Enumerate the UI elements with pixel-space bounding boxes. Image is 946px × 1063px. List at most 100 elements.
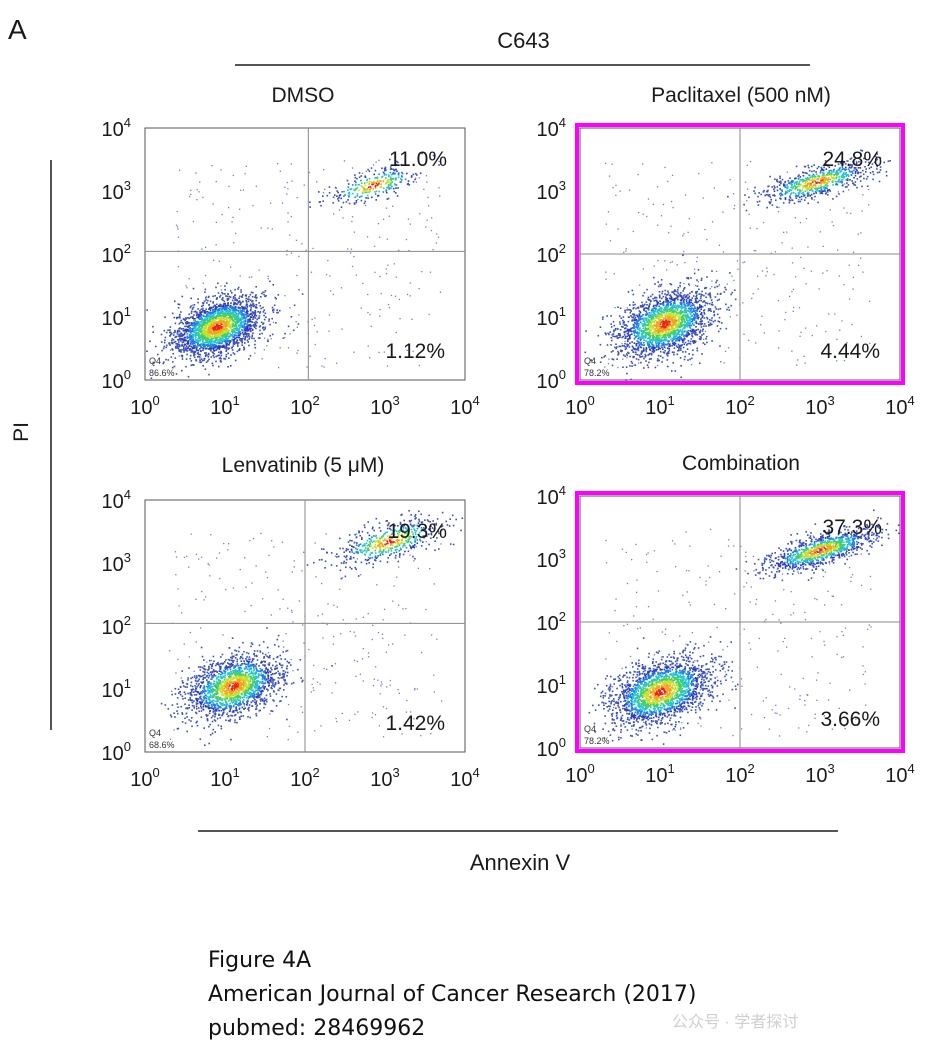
event-dot	[242, 300, 244, 303]
event-dot	[184, 319, 186, 322]
event-dot	[683, 287, 686, 289]
event-dot	[214, 346, 216, 349]
event-dot	[649, 330, 652, 333]
event-dot	[238, 316, 240, 319]
event-dot	[382, 191, 385, 193]
event-dot	[409, 295, 411, 297]
event-dot	[644, 334, 647, 337]
event-dot	[390, 179, 393, 182]
event-dot	[618, 315, 621, 317]
event-dot	[660, 321, 663, 324]
event-dot	[695, 320, 698, 323]
event-dot	[320, 204, 322, 207]
event-dot	[679, 302, 682, 304]
event-dot	[667, 290, 669, 293]
event-dot	[212, 364, 214, 367]
event-dot	[648, 333, 650, 336]
event-dot	[208, 319, 211, 322]
event-dot	[619, 321, 621, 323]
event-dot	[641, 304, 644, 306]
event-dot	[163, 329, 166, 332]
event-dot	[366, 236, 369, 238]
event-dot	[318, 191, 320, 193]
event-dot	[208, 325, 210, 327]
event-dot	[237, 306, 240, 309]
event-dot	[235, 341, 237, 344]
event-dot	[631, 333, 633, 335]
event-dot	[261, 292, 263, 295]
event-dot	[388, 188, 391, 190]
event-dot	[635, 343, 638, 345]
event-dot	[236, 321, 238, 324]
event-dot	[171, 366, 174, 369]
event-dot	[224, 308, 226, 310]
event-dot	[687, 313, 689, 315]
event-dot	[716, 299, 719, 302]
event-dot	[213, 340, 215, 343]
event-dot	[185, 358, 188, 360]
event-dot	[235, 306, 237, 308]
event-dot	[240, 311, 243, 314]
event-dot	[673, 341, 676, 344]
event-dot	[666, 297, 668, 300]
event-dot	[254, 323, 257, 326]
event-dot	[248, 344, 250, 347]
event-dot	[286, 193, 288, 195]
event-dot	[350, 252, 352, 254]
event-dot	[639, 356, 641, 358]
event-dot	[192, 334, 194, 337]
event-dot	[190, 297, 192, 300]
event-dot	[188, 322, 191, 324]
event-dot	[394, 172, 396, 175]
event-dot	[267, 338, 269, 340]
event-dot	[214, 310, 217, 312]
event-dot	[647, 342, 649, 345]
event-dot	[241, 296, 243, 298]
event-dot	[648, 309, 650, 311]
event-dot	[231, 322, 233, 325]
event-dot	[730, 304, 732, 307]
event-dot	[214, 316, 216, 319]
event-dot	[188, 325, 190, 327]
event-dot	[364, 200, 367, 203]
dot-cloud	[146, 152, 442, 379]
event-dot	[624, 355, 626, 357]
event-dot	[252, 332, 254, 334]
event-dot	[204, 347, 207, 350]
event-dot	[671, 325, 674, 327]
event-dot	[634, 331, 637, 333]
event-dot	[176, 344, 179, 346]
event-dot	[648, 337, 650, 339]
event-dot	[190, 341, 192, 343]
event-dot	[670, 298, 673, 300]
event-dot	[368, 181, 371, 183]
event-dot	[269, 280, 271, 283]
event-dot	[329, 275, 331, 277]
event-dot	[176, 343, 179, 345]
event-dot	[675, 323, 678, 325]
event-dot	[193, 320, 195, 322]
event-dot	[167, 359, 170, 361]
event-dot	[196, 189, 198, 191]
event-dot	[661, 361, 663, 363]
event-dot	[262, 291, 264, 294]
event-dot	[697, 323, 700, 325]
event-dot	[626, 354, 629, 357]
event-dot	[606, 344, 609, 346]
event-dot	[687, 293, 689, 296]
event-dot	[243, 338, 246, 341]
event-dot	[663, 334, 665, 336]
event-dot	[693, 310, 695, 313]
event-dot	[823, 166, 825, 169]
event-dot	[187, 321, 190, 324]
event-dot	[395, 177, 397, 179]
event-dot	[248, 320, 250, 322]
event-dot	[631, 316, 633, 318]
event-dot	[197, 356, 199, 358]
event-dot	[691, 297, 693, 299]
event-dot	[648, 345, 650, 348]
event-dot	[680, 344, 683, 346]
event-dot	[345, 201, 348, 203]
event-dot	[325, 273, 328, 276]
event-dot	[224, 336, 226, 338]
